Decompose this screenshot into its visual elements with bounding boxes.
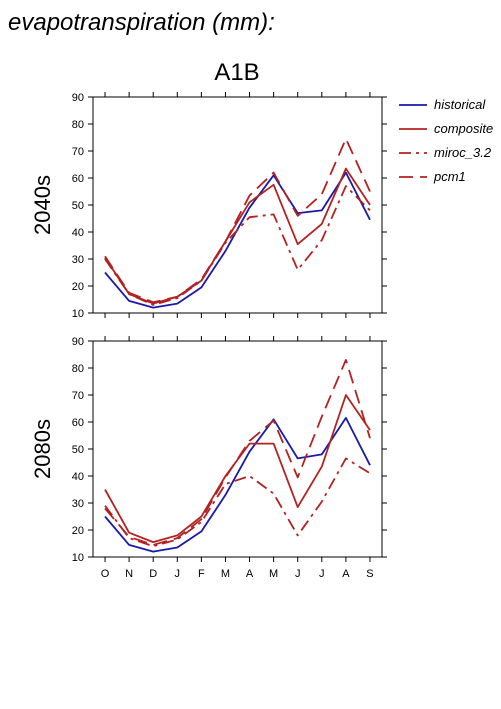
panel-ylabel: 2040s	[30, 175, 55, 235]
y-tick-label: 90	[72, 92, 84, 104]
legend-item: composite	[399, 121, 493, 136]
y-tick-label: 30	[72, 254, 84, 266]
y-tick-label: 20	[72, 281, 84, 293]
scenario-label: A1B	[214, 59, 259, 86]
series-line-composite	[104, 394, 371, 543]
y-tick-label: 80	[72, 363, 84, 375]
series-line-composite	[104, 167, 371, 305]
panels: 10 20 30 40 50 60 70 80 90 2040s 10 20 30 40 50 60 70 80 9…	[30, 92, 387, 580]
legend-label: composite	[434, 121, 493, 136]
legend-label: pcm1	[433, 169, 466, 184]
x-tick-label: J	[319, 568, 325, 580]
y-tick-label: 30	[72, 498, 84, 510]
plot-frame	[92, 96, 383, 314]
series-line-miroc-3-2	[104, 457, 371, 548]
legend-label: miroc_3.2	[434, 145, 492, 160]
y-tick-label: 70	[72, 390, 84, 402]
y-tick-label: 40	[72, 471, 84, 483]
y-tick-label: 90	[72, 336, 84, 348]
y-tick-label: 40	[72, 227, 84, 239]
plot-frame	[92, 340, 383, 558]
panel-2040s: 10 20 30 40 50 60 70 80 90 2040s	[30, 92, 387, 320]
series-line-miroc-3-2	[104, 185, 371, 306]
x-tick-label: S	[366, 568, 373, 580]
x-tick-label: J	[295, 568, 301, 580]
series-line-pcm1	[104, 358, 371, 546]
y-tick-label: 50	[72, 444, 84, 456]
x-tick-label: D	[149, 568, 157, 580]
x-tick-label: A	[246, 568, 254, 580]
panel-ylabel: 2080s	[30, 419, 55, 479]
legend-item: pcm1	[399, 169, 466, 184]
x-tick-label: M	[269, 568, 278, 580]
series-line-historical	[104, 171, 371, 309]
x-tick-label: F	[198, 568, 205, 580]
panel-2080s: 10 20 30 40 50 60 70 80 90 O N D J F M A M J J A S 2080s	[30, 336, 387, 580]
y-tick-label: 10	[72, 308, 84, 320]
series-line-pcm1	[104, 137, 371, 304]
legend-item: miroc_3.2	[399, 145, 492, 160]
x-tick-label: O	[101, 568, 110, 580]
series-line-historical	[104, 416, 371, 553]
y-tick-label: 60	[72, 173, 84, 185]
legend-item: historical	[399, 97, 486, 112]
y-tick-label: 60	[72, 417, 84, 429]
legend: historical composite miroc_3.2 pcm1	[399, 97, 493, 184]
y-tick-label: 20	[72, 525, 84, 537]
y-tick-label: 10	[72, 552, 84, 564]
y-tick-label: 50	[72, 200, 84, 212]
y-tick-label: 80	[72, 119, 84, 131]
y-tick-label: 70	[72, 146, 84, 158]
chart-title: evapotranspiration (mm):	[8, 9, 275, 36]
x-tick-label: N	[125, 568, 133, 580]
x-tick-label: A	[342, 568, 350, 580]
legend-label: historical	[434, 97, 486, 112]
x-tick-label: M	[221, 568, 230, 580]
x-tick-label: J	[175, 568, 181, 580]
